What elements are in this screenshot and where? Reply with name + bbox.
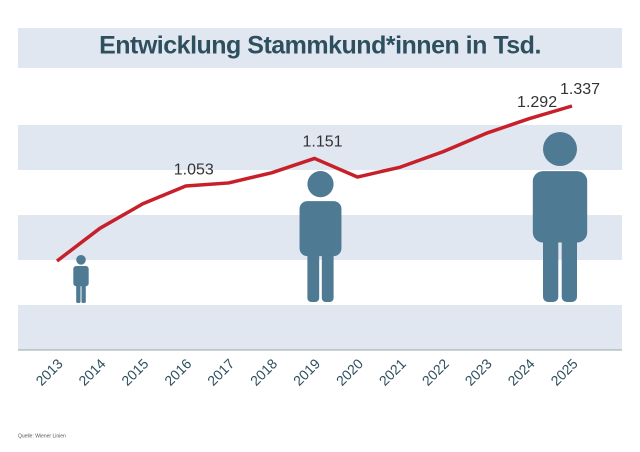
person-body: [73, 266, 89, 287]
x-tick-label: 2016: [161, 355, 194, 388]
person-leg: [76, 283, 81, 303]
x-tick-label: 2023: [462, 355, 495, 388]
x-tick-label: 2019: [290, 355, 323, 388]
x-tick-label: 2021: [376, 355, 409, 388]
person-leg: [561, 234, 577, 302]
person-head: [307, 171, 334, 198]
person-body: [299, 201, 342, 257]
chart-title: Entwicklung Stammkund*innen in Tsd.: [99, 32, 541, 60]
line: [55, 104, 573, 263]
person-leg: [81, 283, 86, 303]
x-tick-label: 2013: [32, 355, 65, 388]
person-leg: [321, 249, 334, 302]
value-label: 1.337: [560, 81, 600, 98]
value-label: 1.151: [302, 134, 342, 151]
x-tick-label: 2022: [419, 355, 452, 388]
value-label: 1.053: [174, 161, 214, 178]
x-tick-label: 2017: [204, 355, 237, 388]
x-tick-label: 2025: [547, 355, 580, 388]
band: [18, 28, 622, 68]
value-label: 1.292: [517, 94, 557, 111]
source: Quelle: Wiener Linien: [18, 433, 66, 439]
people-icons: [73, 132, 588, 303]
x-tick-label: 2024: [504, 355, 537, 388]
person-leg: [543, 234, 559, 302]
person-icon: [532, 132, 588, 302]
band: [18, 305, 622, 350]
person-icon: [73, 254, 89, 303]
x-tick-label: 2015: [118, 355, 151, 388]
person-head: [543, 132, 577, 166]
x-tick-label: 2018: [247, 355, 280, 388]
person-leg: [307, 249, 320, 302]
x-tick-label: 2014: [75, 355, 108, 388]
x-tick-label: 2020: [333, 355, 366, 388]
person-head: [76, 254, 86, 265]
person-body: [532, 171, 588, 243]
person-icon: [299, 171, 342, 302]
